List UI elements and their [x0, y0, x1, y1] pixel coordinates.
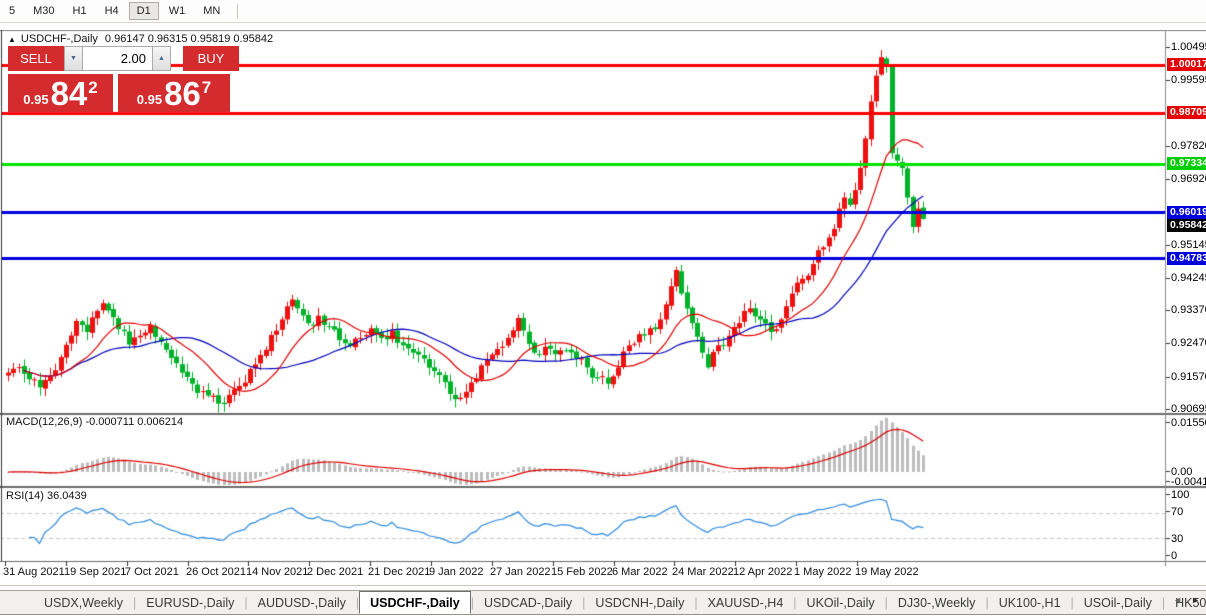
- tab-separator: |: [582, 595, 586, 610]
- date-label: 21 Dec 2021: [368, 566, 431, 578]
- symbol-tab-usdx[interactable]: USDX,Weekly: [44, 595, 123, 610]
- sell-button[interactable]: SELL: [8, 46, 64, 71]
- tab-separator: |: [793, 595, 797, 610]
- volume-input[interactable]: [83, 46, 152, 71]
- triangle-up-icon: ▲: [158, 55, 165, 62]
- chart-symbol-label: USDCHF-,Daily: [20, 33, 98, 45]
- buy-price-pips: 86: [164, 75, 201, 112]
- timeframe-toolbar: 5 M30 H1 H4 D1 W1 MN: [0, 0, 1206, 23]
- tab-separator: |: [694, 595, 698, 610]
- tab-separator: |: [470, 595, 474, 610]
- volume-increase-button[interactable]: ▲: [152, 46, 171, 71]
- sell-price-point: 2: [88, 78, 98, 97]
- symbol-tab-ukoil[interactable]: UKOil-,Daily: [806, 595, 875, 610]
- volume-decrease-button[interactable]: ▼: [64, 46, 83, 71]
- symbol-tabbar: USDX,Weekly | EURUSD-,Daily | AUDUSD-,Daily |…: [0, 590, 1206, 615]
- sell-price-box[interactable]: 0.95 84 2: [8, 74, 113, 112]
- price-line-badge: 0.96019: [1167, 205, 1206, 219]
- date-label: 12 Apr 2022: [733, 566, 793, 578]
- date-label: 15 Feb 2022: [551, 566, 613, 578]
- price-axis-tick: 1.00495: [1171, 41, 1206, 53]
- sell-price-pips: 84: [50, 75, 88, 112]
- buy-button[interactable]: BUY: [183, 46, 239, 71]
- date-label: 14 Nov 2021: [246, 566, 309, 578]
- macd-scale-tick: 0.015504: [1171, 417, 1206, 429]
- tab-scroll-right-icon[interactable]: ►: [1191, 595, 1200, 605]
- price-axis-tick: 0.95145: [1171, 238, 1206, 251]
- price-axis-tick: 0.99595: [1171, 74, 1206, 87]
- macd-scale-tick: -0.004118: [1171, 476, 1206, 488]
- symbol-tab-usoil[interactable]: USOil-,Daily: [1083, 595, 1152, 610]
- symbol-tab-xauusd[interactable]: XAUUSD-,H4: [707, 595, 784, 610]
- rsi-scale-tick: 70: [1171, 506, 1184, 518]
- chart-canvas[interactable]: [0, 30, 1206, 566]
- symbol-tab-uk100[interactable]: UK100-,H1: [998, 595, 1061, 610]
- buy-price-box[interactable]: 0.95 86 7: [118, 74, 230, 112]
- triangle-down-icon: ▼: [70, 55, 77, 62]
- tab-separator: |: [355, 595, 360, 610]
- chart-ohlc-values: 0.96147 0.96315 0.95819 0.95842: [104, 33, 274, 45]
- date-label: 2 Dec 2021: [307, 566, 364, 578]
- macd-indicator-label: MACD(12,26,9) -0.000711 0.006214: [6, 416, 184, 428]
- symbol-tab-eurusd[interactable]: EURUSD-,Daily: [146, 595, 235, 610]
- date-label: 6 Mar 2022: [612, 566, 668, 578]
- rsi-indicator-label: RSI(14) 36.0439: [6, 490, 87, 502]
- price-axis-tick: 0.94245: [1171, 271, 1206, 284]
- tab-separator: |: [884, 595, 888, 610]
- timeframe-button-h4[interactable]: H4: [104, 5, 119, 17]
- rsi-scale-tick: 0: [1171, 550, 1178, 562]
- tab-separator: |: [1070, 595, 1074, 610]
- price-line-badge: 1.00017: [1167, 58, 1206, 72]
- symbol-tab-usdchf[interactable]: USDCHF-,Daily: [359, 591, 471, 614]
- timeframe-button-5[interactable]: 5: [9, 5, 16, 17]
- one-click-trade-panel: SELL ▼ ▲ BUY 0.95 84 2 0.95 86 7: [8, 46, 240, 112]
- date-label: 24 Mar 2022: [672, 566, 734, 578]
- timeframe-button-h1[interactable]: H1: [72, 5, 87, 17]
- price-line-badge: 0.94783: [1167, 251, 1206, 265]
- macd-scale-tick: 0.00: [1171, 466, 1193, 478]
- timeframe-button-w1[interactable]: W1: [168, 5, 186, 17]
- rsi-scale-tick: 30: [1171, 533, 1184, 545]
- symbol-tab-usdcad[interactable]: USDCAD-,Daily: [483, 595, 573, 610]
- buy-price-point: 7: [201, 78, 212, 97]
- current-price-badge: 0.95842: [1167, 219, 1206, 233]
- price-axis-tick: 0.90695: [1171, 403, 1206, 415]
- timeframe-button-m30[interactable]: M30: [33, 5, 55, 17]
- tab-separator: |: [985, 595, 989, 610]
- timeframe-button-mn[interactable]: MN: [203, 5, 221, 17]
- symbol-tab-dj30[interactable]: DJ30-,Weekly: [897, 595, 976, 610]
- buy-price-prefix: 0.95: [136, 92, 163, 107]
- toolbar-separator: [237, 3, 239, 19]
- symbol-tab-hk50[interactable]: HK50-,H1: [1175, 595, 1206, 610]
- tab-scroll-controls: ◄ ►: [1173, 595, 1200, 605]
- symbol-tab-usdcnh[interactable]: USDCNH-,Daily: [595, 595, 685, 610]
- date-label: 1 May 2022: [794, 566, 852, 578]
- date-label: 7 Oct 2021: [125, 566, 179, 578]
- date-label: 9 Jan 2022: [429, 566, 484, 578]
- symbol-tab-audusd[interactable]: AUDUSD-,Daily: [257, 595, 346, 610]
- window-bottom-edge: [0, 585, 1206, 586]
- timeframe-button-d1[interactable]: D1: [128, 2, 159, 20]
- collapse-panel-icon[interactable]: ▲: [8, 34, 16, 44]
- tab-separator: |: [132, 595, 137, 610]
- rsi-scale-tick: 100: [1171, 489, 1190, 501]
- tab-scroll-left-icon[interactable]: ◄: [1173, 595, 1183, 605]
- date-label: 19 May 2022: [855, 566, 919, 578]
- tab-separator: |: [1161, 595, 1166, 610]
- date-label: 31 Aug 2021: [3, 566, 65, 578]
- sell-price-prefix: 0.95: [23, 92, 49, 107]
- price-line-badge: 0.98709: [1167, 106, 1206, 120]
- chart-title: ▲ USDCHF-,Daily 0.96147 0.96315 0.95819 …: [8, 33, 273, 45]
- date-label: 26 Oct 2021: [186, 566, 246, 578]
- date-label: 19 Sep 2021: [64, 566, 127, 578]
- tab-separator: |: [244, 595, 248, 610]
- price-line-badge: 0.97334: [1167, 157, 1206, 171]
- date-label: 27 Jan 2022: [490, 566, 551, 578]
